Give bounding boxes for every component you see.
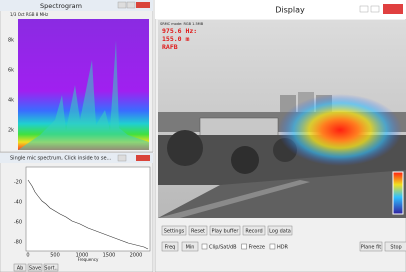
- overlay-text: 155.0 m: [162, 35, 189, 43]
- close-button[interactable]: [136, 2, 150, 8]
- minimize-button[interactable]: [360, 6, 368, 12]
- close-button[interactable]: [136, 155, 150, 161]
- color-bar: [393, 172, 403, 214]
- button-label: Save: [29, 266, 41, 272]
- minimize-button[interactable]: [118, 2, 126, 8]
- spectrogram-window: Spectrogram 1/3 Oct RGB 8 MHz 8k 6k 4k 2…: [0, 0, 153, 152]
- y-tick-label: 2k: [8, 128, 14, 134]
- button-label: Stop: [390, 244, 401, 250]
- overlay-text: 975.6 Hz:: [162, 27, 197, 35]
- x-tick-label: 0: [26, 253, 29, 259]
- x-tick-label: 1500: [103, 253, 116, 259]
- checkbox-label: HDR: [277, 244, 289, 250]
- button-label: Freq: [165, 244, 176, 250]
- header: SRMC mode: RGB 1.5MB: [160, 22, 204, 26]
- button-label: Play buffer: [212, 228, 240, 234]
- acoustic-heatmap: [278, 94, 402, 166]
- window-title: Single mic spectrum, Click inside to se.…: [10, 156, 112, 162]
- y-tick-label: -80: [14, 240, 22, 246]
- spectrum-window: Single mic spectrum, Click inside to se.…: [0, 153, 153, 272]
- checkbox[interactable]: [202, 244, 207, 249]
- close-button[interactable]: [383, 4, 403, 14]
- window-title: Spectrogram: [40, 2, 82, 10]
- button-label: Settings: [164, 228, 185, 234]
- y-tick-label: -60: [14, 220, 22, 226]
- button-label: Record: [245, 228, 262, 234]
- x-axis-label: Frequency: [78, 257, 99, 262]
- display-window: Display SRMC mode: RGB 1.5MB 975.6 Hz: 1…: [155, 0, 406, 272]
- x-tick-label: 500: [50, 253, 60, 259]
- y-tick-label: -20: [14, 180, 22, 186]
- button-label: Log data: [269, 228, 291, 234]
- button-label: Sort..: [44, 266, 58, 272]
- screen: Spectrogram 1/3 Oct RGB 8 MHz 8k 6k 4k 2…: [0, 0, 406, 272]
- maximize-button[interactable]: [127, 2, 135, 8]
- window-title: Display: [275, 6, 305, 15]
- toolbar: Settings Reset Play buffer Record Log data: [162, 226, 292, 235]
- button-label: Reset: [191, 228, 205, 234]
- maximize-button[interactable]: [371, 6, 379, 12]
- button-label: Min: [186, 244, 195, 250]
- checkbox[interactable]: [242, 244, 247, 249]
- y-tick-label: 4k: [8, 98, 14, 104]
- caption: 1/3 Oct RGB 8 MHz: [10, 12, 48, 17]
- checkbox[interactable]: [270, 244, 275, 249]
- button-label: Ab: [17, 266, 24, 272]
- checkbox-label: Clip/Sat/dB: [209, 244, 237, 250]
- overlay-text: RAFB: [162, 43, 178, 51]
- checkbox-label: Freeze: [249, 244, 265, 250]
- button-label: Plane fit: [361, 244, 381, 250]
- y-tick-label: 6k: [8, 68, 14, 74]
- x-tick-label: 2000: [130, 253, 143, 259]
- y-tick-label: 8k: [8, 38, 14, 44]
- plot-area: [26, 167, 150, 251]
- minimize-button[interactable]: [118, 155, 126, 161]
- y-tick-label: -40: [14, 200, 22, 206]
